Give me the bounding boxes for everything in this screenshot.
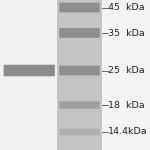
Text: 14.4kDa: 14.4kDa [108, 128, 148, 136]
Bar [57, 0, 102, 150]
FancyBboxPatch shape [59, 101, 100, 109]
FancyBboxPatch shape [59, 129, 100, 135]
Text: 35  kDa: 35 kDa [108, 28, 145, 38]
Text: 25  kDa: 25 kDa [108, 66, 145, 75]
Bar [102, 0, 150, 150]
FancyBboxPatch shape [59, 3, 100, 12]
FancyBboxPatch shape [59, 66, 100, 75]
FancyBboxPatch shape [4, 65, 55, 76]
Text: 18  kDa: 18 kDa [108, 100, 145, 109]
FancyBboxPatch shape [59, 28, 100, 38]
Text: 45  kDa: 45 kDa [108, 3, 145, 12]
